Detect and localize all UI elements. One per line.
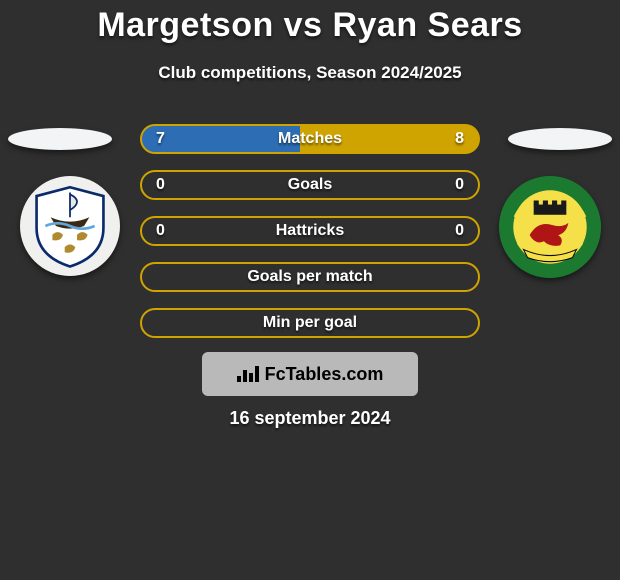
stat-row-hattricks: 0 Hattricks 0 [140,216,480,246]
stats-rows: 7 Matches 8 0 Goals 0 0 Hattricks 0 Goal… [140,124,480,338]
stat-gpm-label: Goals per match [247,268,372,286]
stat-hattricks-right: 0 [455,222,464,240]
brand-box: FcTables.com [202,352,418,396]
stat-matches-label: Matches [278,130,342,148]
stat-goals-label: Goals [288,176,332,194]
date-text: 16 september 2024 [229,408,390,429]
stat-hattricks-label: Hattricks [276,222,344,240]
stat-hattricks-left: 0 [156,222,165,240]
stat-mpg-label: Min per goal [263,314,357,332]
stat-row-goals: 0 Goals 0 [140,170,480,200]
stat-row-gpm: Goals per match [140,262,480,292]
player-left-ellipse [8,128,112,150]
club-crest-right [499,176,601,278]
crest-left-svg [26,182,114,270]
stat-matches-left: 7 [156,130,165,148]
stat-row-mpg: Min per goal [140,308,480,338]
stat-matches-right: 8 [455,130,464,148]
crest-right-svg [499,176,601,278]
club-crest-left [20,176,120,276]
stat-goals-right: 0 [455,176,464,194]
page-title: Margetson vs Ryan Sears [0,0,620,45]
brand-label: FcTables.com [265,364,384,385]
page-subtitle: Club competitions, Season 2024/2025 [0,63,620,83]
bar-chart-icon [237,366,259,382]
player-right-ellipse [508,128,612,150]
stat-row-matches: 7 Matches 8 [140,124,480,154]
stat-goals-left: 0 [156,176,165,194]
